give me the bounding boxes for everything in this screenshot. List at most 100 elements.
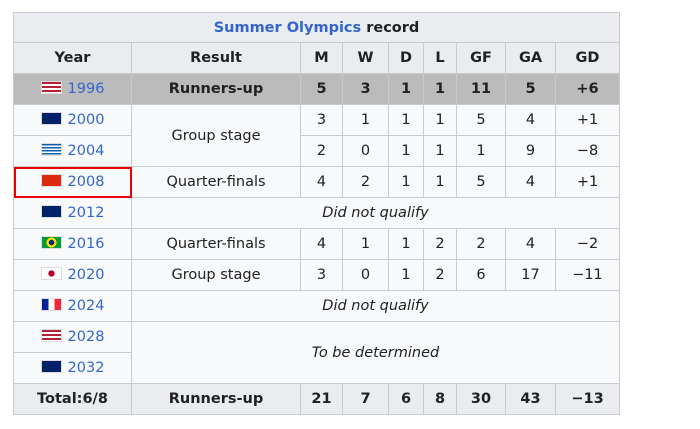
stat-cell: −11 [555,259,620,291]
stat-cell: 1 [423,73,457,105]
year-link[interactable]: 2028 [67,329,105,345]
result-cell: Runners-up [131,73,301,105]
year-link[interactable]: 2012 [67,205,105,221]
stat-cell: 1 [388,135,424,167]
year-cell: 1996 [13,73,132,105]
stat-cell: 4 [300,228,343,260]
stat-cell: 1 [423,104,457,136]
title-suffix: record [361,19,420,36]
year-link[interactable]: 2020 [67,267,105,283]
greece-flag-icon [40,143,62,156]
col-year: Year [13,42,132,74]
total-ga: 43 [505,383,556,415]
stat-cell: 3 [342,73,389,105]
stat-cell: 1 [388,259,424,291]
stat-cell: 6 [456,259,506,291]
year-link[interactable]: 2032 [67,360,105,376]
brazil-flag-icon [40,236,62,249]
year-link[interactable]: 2008 [67,174,105,190]
result-cell: Quarter-finals [131,166,301,198]
table-row: 1996 Runners-up 5 3 1 1 11 5 +6 [13,73,620,105]
usa-flag-icon [40,329,62,342]
total-gf: 30 [456,383,506,415]
total-result: Runners-up [131,383,301,415]
total-gd: −13 [555,383,620,415]
stat-cell: 2 [423,228,457,260]
result-cell: To be determined [131,321,620,384]
result-cell: Did not qualify [131,290,620,322]
stat-cell: 0 [342,135,389,167]
result-cell: Quarter-finals [131,228,301,260]
china-flag-icon [40,174,62,187]
stat-cell: 2 [342,166,389,198]
stat-cell: −8 [555,135,620,167]
stat-cell: 0 [342,259,389,291]
total-row: Total:6/8 Runners-up 21 7 6 8 30 43 −13 [13,383,620,415]
col-w: W [342,42,389,74]
year-cell: 2008 [13,166,132,198]
year-link[interactable]: 2004 [67,143,105,159]
stat-cell: 1 [388,73,424,105]
stat-cell: 3 [300,104,343,136]
stat-cell: 17 [505,259,556,291]
table-row: 2032 [13,352,620,384]
stat-cell: 5 [456,104,506,136]
year-link[interactable]: 1996 [67,81,105,97]
stat-cell: 9 [505,135,556,167]
total-l: 8 [423,383,457,415]
australia-flag-icon [40,360,62,373]
japan-flag-icon [40,267,62,280]
table-row: 2008 Quarter-finals 4 2 1 1 5 4 +1 [13,166,620,198]
stat-cell: 2 [456,228,506,260]
table-row: 2000 Group stage 3 1 1 1 5 4 +1 [13,104,620,167]
col-ga: GA [505,42,556,74]
stat-cell: 1 [423,135,457,167]
col-gd: GD [555,42,620,74]
year-cell: 2016 [13,228,132,260]
total-w: 7 [342,383,389,415]
stat-cell: 1 [342,104,389,136]
stat-cell: +6 [555,73,620,105]
result-cell: Group stage [131,259,301,291]
stat-cell: −2 [555,228,620,260]
stat-cell: 4 [505,166,556,198]
year-cell: 2004 [13,135,132,167]
stat-cell: 3 [300,259,343,291]
france-flag-icon [40,298,62,311]
result-cell: Did not qualify [131,197,620,229]
stat-cell: 4 [505,104,556,136]
year-cell: 2012 [13,197,132,229]
total-d: 6 [388,383,424,415]
table-row: 2020 Group stage 3 0 1 2 6 17 −11 [13,259,620,291]
year-link[interactable]: 2024 [67,298,105,314]
stat-cell: 1 [423,166,457,198]
result-cell: Group stage [131,104,301,167]
table-row: 2012 Did not qualify [13,197,620,229]
usa-flag-icon [40,81,62,94]
col-l: L [423,42,457,74]
stat-cell: 11 [456,73,506,105]
total-m: 21 [300,383,343,415]
stat-cell: 4 [505,228,556,260]
year-cell: 2032 [13,352,132,384]
stat-cell: 1 [388,228,424,260]
stat-cell: 5 [505,73,556,105]
year-link[interactable]: 2000 [67,112,105,128]
olympics-record-table: Summer Olympics record Year Result M W D… [13,12,620,415]
table-row: 2004 2 0 1 1 1 9 −8 [13,135,620,167]
stat-cell: 4 [300,166,343,198]
stat-cell: 2 [423,259,457,291]
year-cell: 2020 [13,259,132,291]
col-m: M [300,42,343,74]
year-cell: 2000 [13,104,132,136]
col-gf: GF [456,42,506,74]
table-title: Summer Olympics record [13,12,620,43]
col-result: Result [131,42,301,74]
stat-cell: 1 [342,228,389,260]
year-link[interactable]: 2016 [67,236,105,252]
stat-cell: 5 [456,166,506,198]
australia-flag-icon [40,112,62,125]
stat-cell: +1 [555,166,620,198]
col-d: D [388,42,424,74]
summer-olympics-link[interactable]: Summer Olympics [213,19,362,36]
